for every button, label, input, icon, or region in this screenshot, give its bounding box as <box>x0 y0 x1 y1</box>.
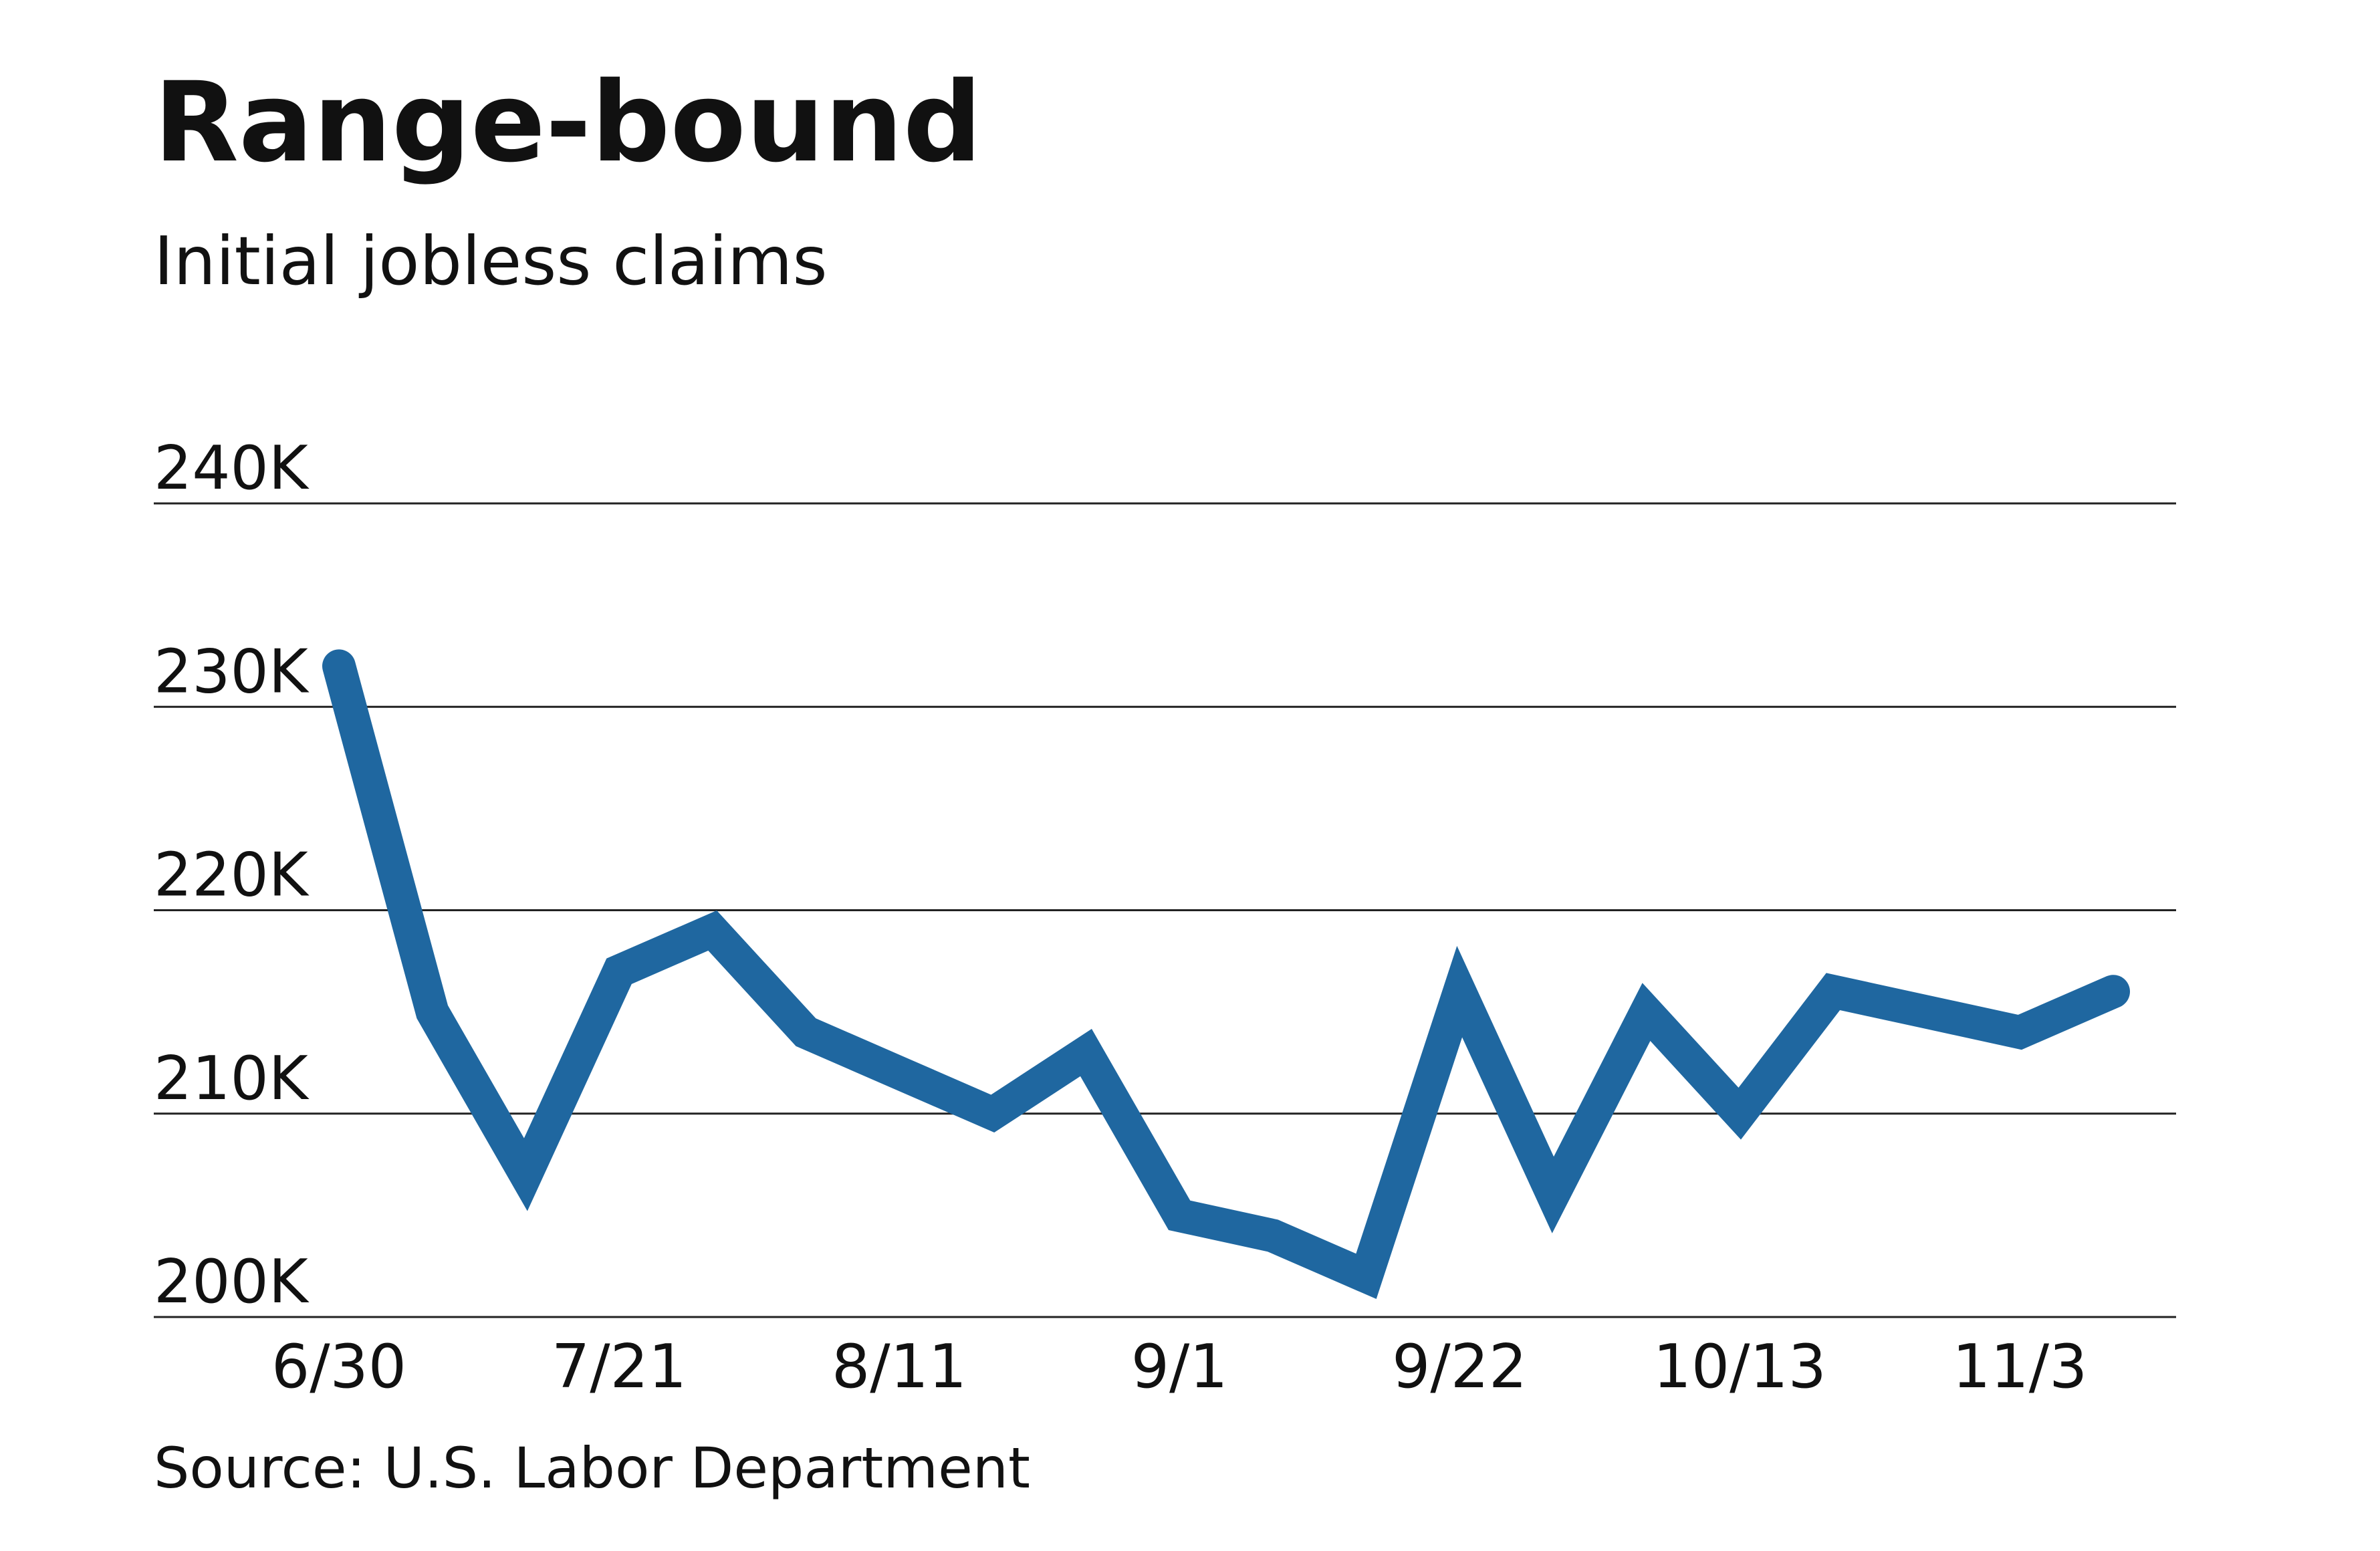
chart-subtitle: Initial jobless claims <box>154 222 828 300</box>
data-line <box>322 649 2130 1300</box>
source-note: Source: U.S. Labor Department <box>154 1435 1030 1501</box>
y-tick-label: 230K <box>154 636 310 707</box>
chart-title: Range-bound <box>154 58 982 187</box>
y-tick-label: 220K <box>154 840 310 911</box>
x-tick-label: 10/13 <box>1653 1332 1826 1402</box>
x-tick-label: 7/21 <box>552 1332 687 1402</box>
x-tick-label: 6/30 <box>271 1332 406 1402</box>
x-tick-label: 8/11 <box>832 1332 967 1402</box>
y-tick-label: 200K <box>154 1247 310 1317</box>
y-tick-label: 240K <box>154 433 310 503</box>
y-tick-label: 210K <box>154 1044 310 1114</box>
x-tick-label: 9/1 <box>1131 1332 1228 1402</box>
x-tick-label: 9/22 <box>1392 1332 1527 1402</box>
x-tick-label: 11/3 <box>1952 1332 2087 1402</box>
